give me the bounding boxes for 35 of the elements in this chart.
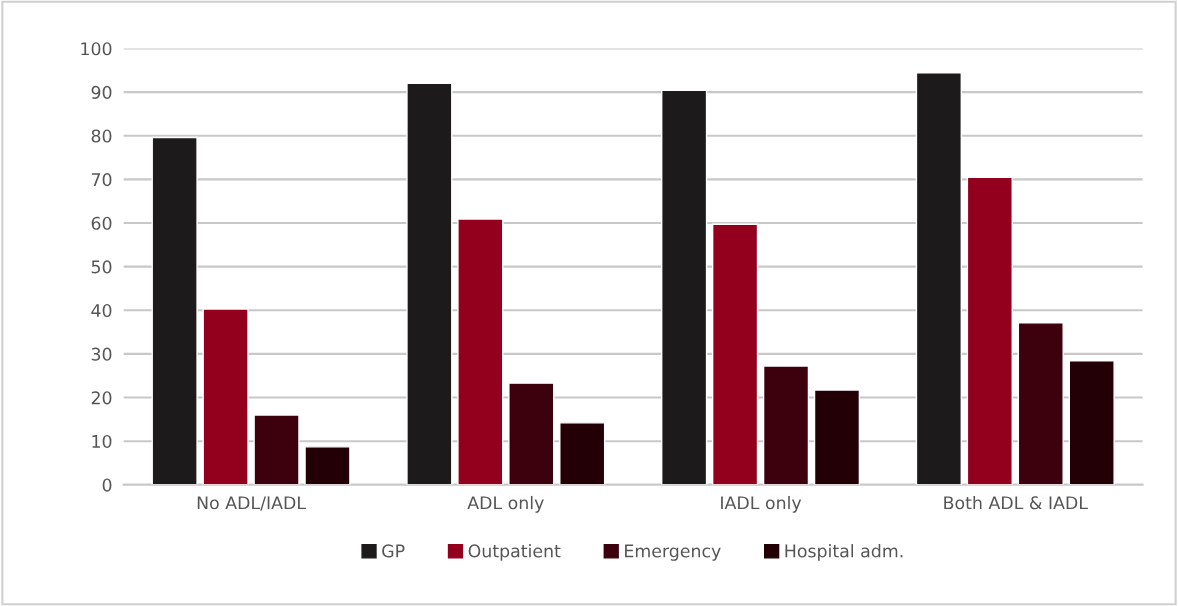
- x-tick-label: IADL only: [721, 495, 802, 513]
- bar: [559, 422, 606, 485]
- legend-label: GP: [382, 544, 405, 558]
- y-tick-label: 10: [92, 434, 112, 449]
- y-tick-label: 40: [91, 303, 112, 318]
- bar: [304, 446, 351, 485]
- y-tick-label: 70: [91, 173, 112, 187]
- x-tick-label: ADL only: [467, 495, 544, 513]
- legend-label: Hospital adm.: [785, 544, 903, 561]
- bar: [406, 82, 453, 485]
- bar: [813, 389, 861, 485]
- bar: [711, 223, 759, 485]
- y-tick-label: 60: [91, 216, 112, 230]
- x-tick-label: No ADL/IADL: [197, 496, 306, 511]
- x-tick-label: Both ADL & IADL: [944, 495, 1088, 510]
- bar: [661, 89, 708, 485]
- legend-label: Emergency: [625, 544, 721, 561]
- bar: [202, 308, 249, 485]
- bar: [457, 218, 504, 485]
- bar: [253, 414, 300, 485]
- y-tick-label: 100: [81, 42, 112, 56]
- y-tick-label: 90: [91, 85, 112, 99]
- bar: [1017, 322, 1064, 485]
- y-tick-label: 0: [102, 478, 112, 492]
- y-tick-label: 30: [91, 347, 112, 361]
- bar: [1068, 360, 1115, 485]
- y-tick-label: 20: [91, 391, 112, 405]
- bar: [915, 72, 962, 485]
- y-tick-label: 50: [91, 260, 112, 274]
- legend-label: Outpatient: [468, 544, 561, 561]
- bar: [151, 136, 198, 485]
- bar: [966, 176, 1013, 485]
- y-tick-label: 80: [91, 129, 112, 143]
- bar: [762, 365, 810, 485]
- bar: [508, 382, 555, 485]
